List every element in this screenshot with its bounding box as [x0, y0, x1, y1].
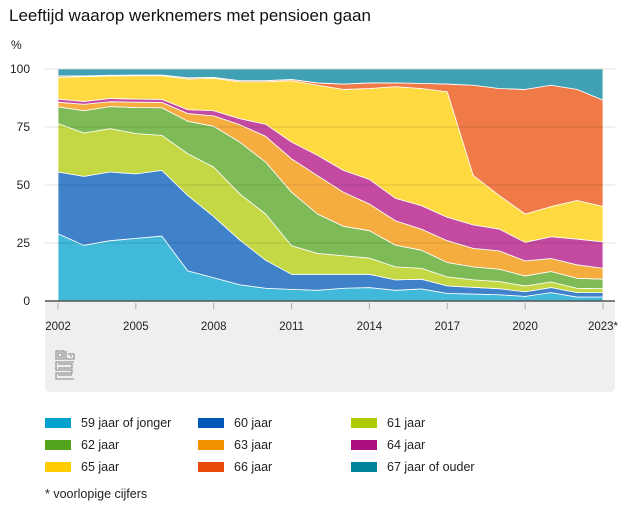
- legend-swatch: [45, 440, 71, 450]
- area-series-9: [57, 68, 604, 101]
- legend-item: 62 jaar: [45, 438, 119, 452]
- legend-swatch: [198, 440, 224, 450]
- x-tick-label: 2002: [45, 321, 71, 333]
- legend-label: 61 jaar: [387, 416, 426, 430]
- y-tick-label: 25: [17, 236, 31, 250]
- legend-item: 65 jaar: [45, 460, 119, 474]
- legend-swatch: [351, 418, 377, 428]
- cbs-logo-icon: [55, 350, 75, 380]
- legend-label: 65 jaar: [81, 460, 120, 474]
- y-axis-unit: %: [11, 38, 22, 52]
- legend-swatch: [45, 418, 71, 428]
- y-tick-label: 75: [17, 120, 31, 134]
- legend-swatch: [198, 418, 224, 428]
- legend-label: 66 jaar: [234, 460, 273, 474]
- x-tick-label: 2023*: [588, 321, 619, 333]
- legend-label: 67 jaar of ouder: [387, 460, 475, 474]
- legend-item: 67 jaar of ouder: [351, 460, 475, 474]
- legend-item: 61 jaar: [351, 416, 425, 430]
- legend-swatch: [198, 462, 224, 472]
- x-tick-label: 2017: [434, 321, 460, 333]
- x-tick-label: 2011: [279, 321, 304, 333]
- x-tick-label: 2008: [201, 321, 227, 333]
- x-tick-label: 2014: [357, 321, 383, 333]
- legend-label: 60 jaar: [234, 416, 273, 430]
- legend-label: 62 jaar: [81, 438, 120, 452]
- legend-item: 60 jaar: [198, 416, 272, 430]
- legend-item: 63 jaar: [198, 438, 272, 452]
- x-tick-label: 2020: [512, 321, 538, 333]
- chart-title: Leeftijd waarop werknemers met pensioen …: [9, 6, 371, 25]
- legend-swatch: [45, 462, 71, 472]
- footnote: * voorlopige cijfers: [45, 487, 148, 501]
- legend-item: 66 jaar: [198, 460, 272, 474]
- legend-swatch: [351, 440, 377, 450]
- legend-label: 59 jaar of jonger: [81, 416, 172, 430]
- legend-label: 63 jaar: [234, 438, 273, 452]
- legend-swatch: [351, 462, 377, 472]
- legend-label: 64 jaar: [387, 438, 426, 452]
- x-tick-label: 2005: [123, 321, 149, 333]
- legend-item: 64 jaar: [351, 438, 425, 452]
- y-tick-label: 100: [10, 62, 30, 76]
- stacked-area-chart: 0 25 50 75 100 2002 2005 2008 2011 2014 2017 2020 20…: [10, 62, 619, 333]
- x-axis-panel: [45, 301, 615, 392]
- y-tick-label: 50: [17, 178, 31, 192]
- y-tick-label: 0: [23, 294, 30, 308]
- legend-item: 59 jaar of jonger: [45, 416, 171, 430]
